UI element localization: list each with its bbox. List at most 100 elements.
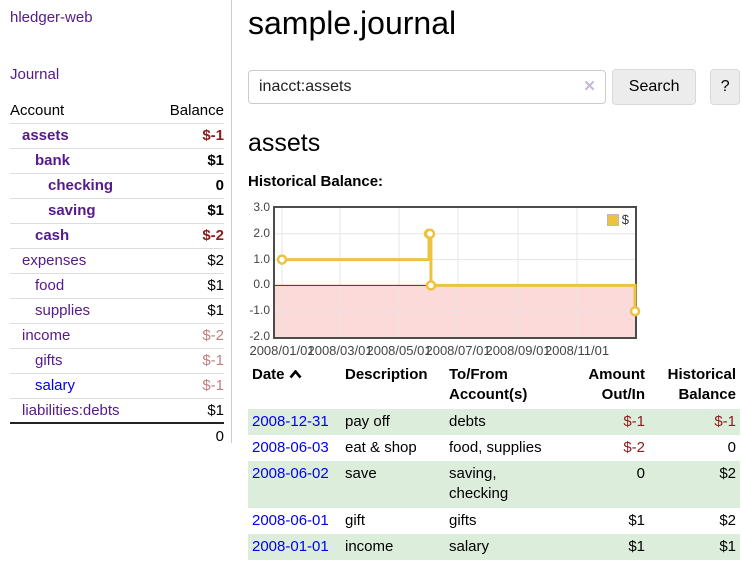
total-row-spacer: [10, 422, 154, 448]
account-link[interactable]: food: [35, 277, 65, 294]
account-balance: $-2: [153, 223, 224, 249]
y-axis-tick-label: 0.0: [253, 277, 270, 292]
transaction-row: 2008-06-01 gift gifts $1 $2: [248, 508, 740, 534]
account-row: expenses $2: [10, 248, 224, 274]
transaction-description: income: [345, 537, 394, 555]
transaction-balance: $2: [719, 465, 736, 482]
account-balance: $-1: [153, 348, 224, 374]
account-row: food $1: [10, 273, 224, 299]
account-balance: $1: [153, 148, 224, 174]
column-header-description: Description: [345, 366, 428, 383]
account-link[interactable]: cash: [35, 227, 70, 244]
transaction-balance: $1: [719, 537, 736, 555]
main-content: sample.journal ✕ Search ? assets Histori…: [248, 0, 740, 560]
brand-link[interactable]: hledger-web: [10, 9, 93, 26]
transaction-row: 2008-06-03 eat & shop food, supplies $-2…: [248, 435, 740, 461]
transaction-date-link[interactable]: 2008-01-01: [252, 537, 329, 555]
account-link[interactable]: income: [22, 327, 71, 344]
transactions-table: Date Description To/From Account(s) Amou…: [248, 362, 740, 560]
chart-plot-area: $: [273, 206, 641, 339]
transaction-row: 2008-01-01 income salary $1 $1: [248, 533, 740, 560]
transaction-description: gift: [345, 511, 366, 529]
x-axis-tick-label: 2008/07/01: [425, 343, 491, 358]
y-axis-tick-label: 1.0: [253, 251, 270, 266]
account-balance: $1: [153, 298, 224, 324]
transaction-balance: $2: [719, 511, 736, 529]
sidebar-item-journal[interactable]: Journal: [10, 66, 60, 83]
x-axis-tick-label: 2008/01/01: [249, 343, 315, 358]
x-axis-tick-label: 2008/05/01: [366, 343, 432, 358]
account-link[interactable]: bank: [35, 152, 71, 169]
account-balance: $1: [153, 198, 224, 224]
accounts-table: Account Balance assets $-1 bank $1 check…: [10, 98, 224, 448]
account-balance: $1: [153, 273, 224, 299]
column-header-balance: Historical Balance: [667, 366, 736, 404]
transaction-accounts: food, supplies: [449, 438, 542, 456]
y-axis-tick-label: 2.0: [253, 225, 270, 240]
column-header-date[interactable]: Date: [248, 362, 345, 409]
account-row: gifts $-1: [10, 348, 224, 374]
transaction-balance: $-1: [714, 412, 736, 430]
account-row: checking 0: [10, 173, 224, 199]
search-input[interactable]: [248, 70, 606, 104]
transaction-accounts: gifts: [449, 511, 477, 529]
transaction-row: 2008-06-02 save saving, checking 0 $2: [248, 461, 740, 508]
clear-search-icon[interactable]: ✕: [583, 78, 596, 95]
transaction-amount: $1: [628, 511, 645, 529]
account-balance: $-2: [153, 323, 224, 349]
sidebar-total-row: 0: [10, 422, 224, 448]
account-link[interactable]: checking: [48, 177, 114, 194]
accounts-table-header: Account Balance: [10, 98, 224, 124]
column-header-amount: Amount Out/In: [588, 366, 645, 404]
transaction-amount: $-1: [623, 412, 645, 430]
account-link[interactable]: expenses: [22, 252, 87, 269]
page-title: sample.journal: [248, 5, 457, 41]
transaction-date-link[interactable]: 2008-06-02: [252, 465, 329, 482]
account-row: liabilities:debts $1: [10, 398, 224, 424]
account-balance: $1: [153, 398, 224, 424]
column-header-accounts: To/From Account(s): [449, 366, 528, 404]
transaction-amount: $-2: [623, 438, 645, 456]
transaction-accounts: debts: [449, 412, 486, 430]
account-balance: $2: [153, 248, 224, 274]
transaction-description: eat & shop: [345, 438, 417, 456]
account-link[interactable]: gifts: [35, 352, 63, 369]
transaction-description: pay off: [345, 412, 390, 430]
x-axis-tick-label: 2008/09/01: [485, 343, 551, 358]
series-label: $: [621, 212, 629, 227]
account-row: cash $-2: [10, 223, 224, 249]
transaction-balance: 0: [727, 438, 736, 456]
transactions-table-header: Date Description To/From Account(s) Amou…: [248, 362, 740, 409]
chart-legend: $: [604, 211, 631, 228]
search-button[interactable]: Search: [611, 69, 697, 105]
transaction-date-link[interactable]: 2008-12-31: [252, 412, 329, 430]
transaction-date-link[interactable]: 2008-06-01: [252, 511, 329, 529]
account-balance: 0: [153, 173, 224, 199]
help-button[interactable]: ?: [710, 69, 740, 105]
column-label-date: Date: [252, 366, 285, 383]
transaction-row: 2008-12-31 pay off debts $-1 $-1: [248, 408, 740, 435]
search-input-wrapper: ✕: [248, 70, 606, 104]
transaction-accounts: saving, checking: [449, 465, 509, 503]
transaction-date-link[interactable]: 2008-06-03: [252, 438, 329, 456]
account-link[interactable]: liabilities:debts: [22, 401, 120, 419]
account-link[interactable]: assets: [22, 127, 69, 144]
chart-canvas: [275, 208, 641, 337]
account-link[interactable]: salary: [35, 377, 76, 394]
x-axis-tick-label: 2008/11/01: [544, 343, 610, 358]
y-axis-tick-label: -1.0: [249, 303, 270, 318]
search-form: ✕ Search ?: [248, 69, 740, 105]
sidebar-total-balance: 0: [153, 422, 224, 448]
account-row: saving $1: [10, 198, 224, 224]
account-row: income $-2: [10, 323, 224, 349]
account-link[interactable]: saving: [48, 202, 96, 219]
account-link[interactable]: supplies: [35, 302, 91, 319]
column-header-account: Account: [10, 98, 154, 124]
sort-ascending-icon: [289, 369, 302, 379]
transaction-amount: 0: [636, 465, 645, 482]
account-row: salary $-1: [10, 373, 224, 399]
y-axis-tick-label: -2.0: [249, 329, 270, 343]
transaction-accounts: salary: [449, 537, 490, 555]
account-row: assets $-1: [10, 123, 224, 149]
account-balance: $-1: [153, 373, 224, 399]
